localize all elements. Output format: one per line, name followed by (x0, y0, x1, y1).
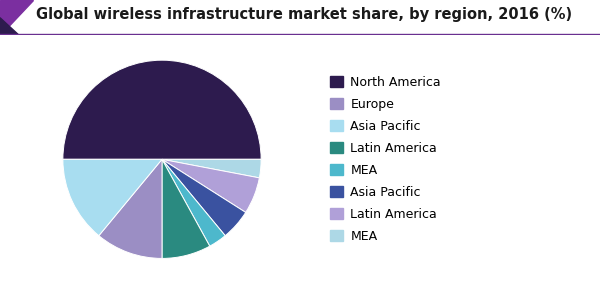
Wedge shape (99, 159, 162, 258)
Wedge shape (162, 159, 245, 236)
Polygon shape (0, 0, 33, 35)
Polygon shape (0, 18, 19, 35)
Wedge shape (63, 159, 162, 236)
Wedge shape (162, 159, 261, 178)
Legend: North America, Europe, Asia Pacific, Latin America, MEA, Asia Pacific, Latin Ame: North America, Europe, Asia Pacific, Lat… (330, 76, 441, 243)
Wedge shape (162, 159, 210, 258)
Wedge shape (162, 159, 259, 212)
Wedge shape (63, 60, 261, 159)
Wedge shape (162, 159, 225, 246)
Text: Global wireless infrastructure market share, by region, 2016 (%): Global wireless infrastructure market sh… (36, 7, 572, 22)
